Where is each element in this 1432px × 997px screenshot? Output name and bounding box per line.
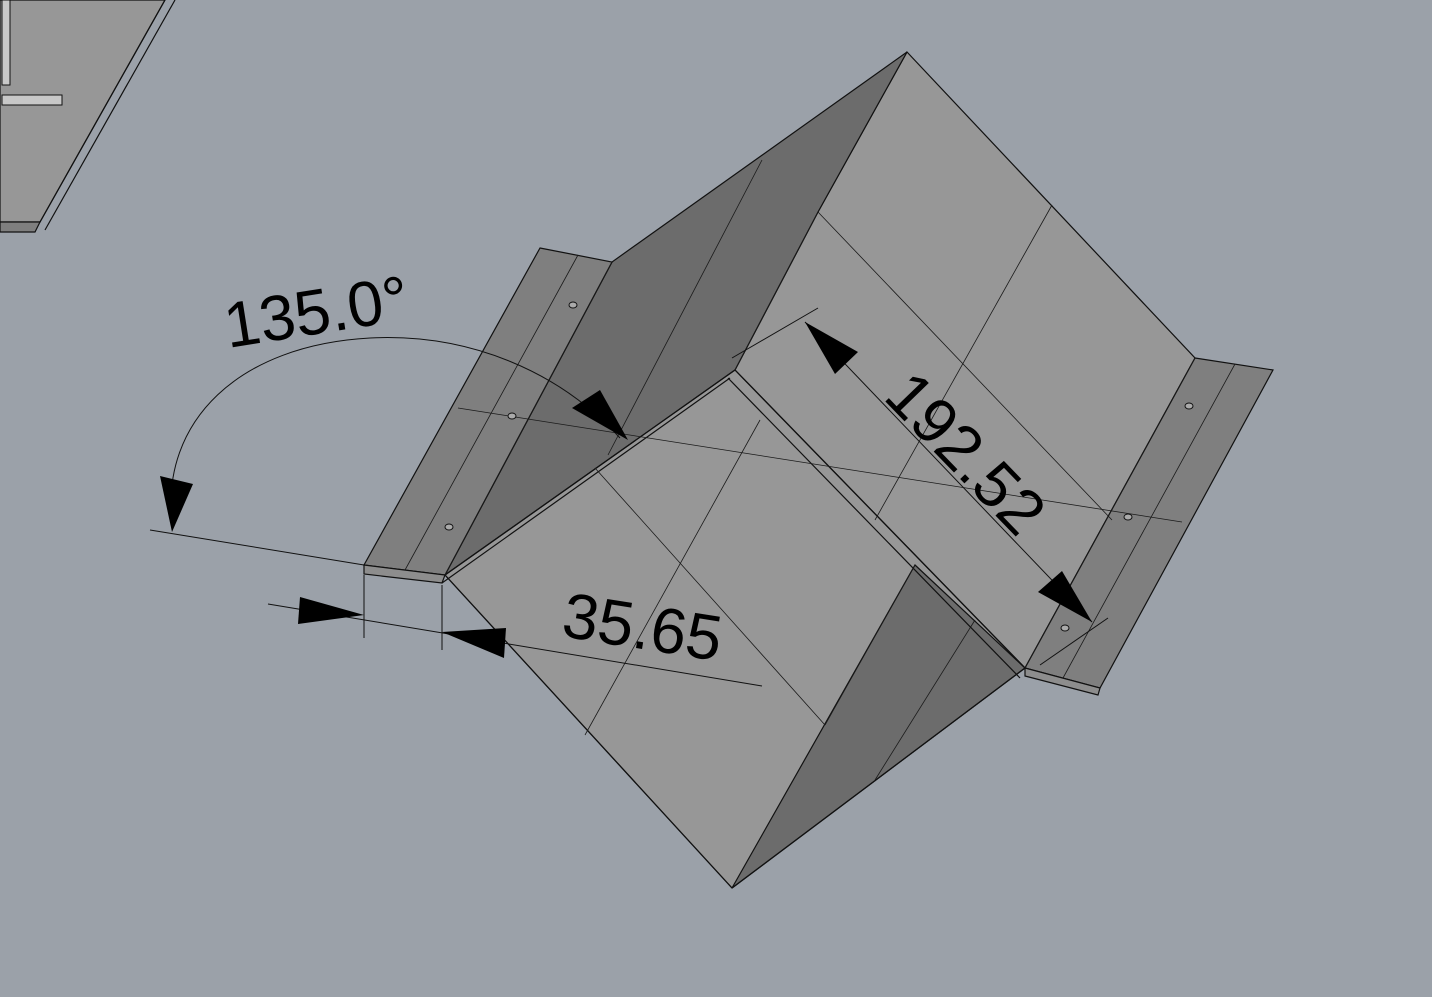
angle-label: 135.0°	[219, 262, 414, 362]
adjacent-part[interactable]	[0, 0, 176, 233]
handle-bar	[1, 0, 11, 86]
hole	[1060, 624, 1070, 632]
sheet-metal-part[interactable]	[363, 50, 1274, 889]
hole	[1123, 513, 1133, 521]
hole	[1184, 402, 1194, 410]
hole	[507, 412, 517, 420]
handle-foot	[1, 94, 63, 106]
hole	[568, 301, 578, 309]
hole	[444, 523, 454, 531]
